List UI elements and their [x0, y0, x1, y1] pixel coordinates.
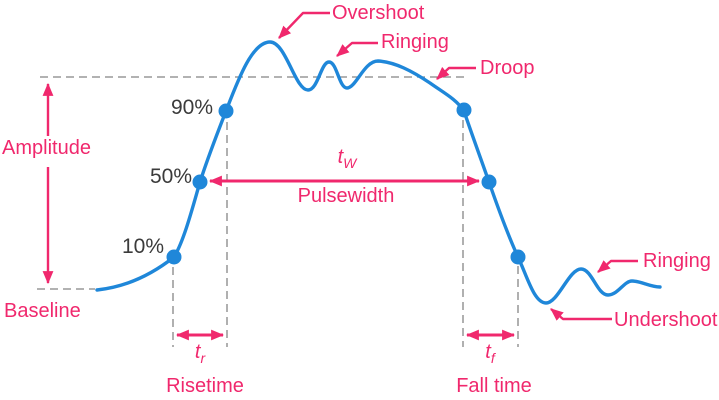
risetime-label: Risetime: [166, 375, 244, 397]
fall-10pct-dot: [510, 249, 526, 265]
falltime-label: Fall time: [456, 375, 532, 397]
tf-symbol-sub: f: [490, 350, 495, 366]
waveform-curve: [95, 40, 662, 305]
fall-90pct-dot: [456, 102, 472, 118]
droop-label: Droop: [480, 57, 535, 79]
fall-50pct-dot: [481, 174, 497, 190]
droop-pointer-arrow: [436, 66, 476, 80]
tw-symbol-sub: W: [343, 155, 357, 171]
level-50pct-label: 50%: [150, 165, 193, 188]
rise-10pct-dot: [166, 249, 182, 265]
level-10pct-label: 10%: [122, 235, 165, 258]
tw-symbol-base: t: [337, 146, 344, 168]
amplitude-label-backdrop: [32, 136, 69, 167]
tf-symbol-base: t: [485, 341, 491, 363]
tw-symbol: tW: [337, 146, 357, 171]
overshoot-label: Overshoot: [332, 2, 425, 24]
amplitude-label: Amplitude: [2, 137, 91, 159]
ringing-top-pointer-arrow: [336, 41, 378, 57]
rise-90pct-dot: [218, 103, 234, 119]
ringing-top-label: Ringing: [381, 31, 449, 53]
tr-symbol-base: t: [194, 341, 201, 363]
undershoot-pointer-arrow: [550, 308, 612, 321]
ringing-bottom-pointer-arrow: [597, 259, 638, 273]
ringing-bottom-label: Ringing: [643, 250, 711, 272]
pulsewidth-label: Pulsewidth: [297, 185, 395, 207]
tr-symbol-sub: r: [200, 350, 206, 366]
tf-symbol: tf: [485, 341, 495, 366]
overshoot-pointer-arrow: [278, 11, 330, 39]
level-90pct-label: 90%: [171, 96, 214, 119]
baseline-label: Baseline: [4, 300, 81, 322]
tr-symbol: tr: [194, 341, 206, 366]
rise-50pct-dot: [192, 174, 208, 190]
undershoot-label: Undershoot: [614, 309, 718, 331]
